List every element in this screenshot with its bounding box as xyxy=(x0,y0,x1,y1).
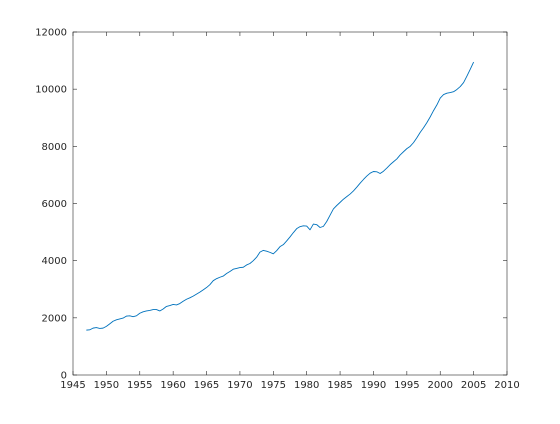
x-tick-label: 1990 xyxy=(361,380,386,391)
y-tick-label: 2000 xyxy=(42,313,67,324)
x-tick-label: 2010 xyxy=(494,380,519,391)
x-tick-label: 1970 xyxy=(227,380,252,391)
tick-marks xyxy=(72,31,508,376)
x-tick-label: 1965 xyxy=(194,380,219,391)
y-tick-labels: 0 2000 4000 6000 8000 10000 12000 xyxy=(35,28,67,382)
x-tick-label: 2000 xyxy=(428,380,453,391)
y-tick-label: 8000 xyxy=(42,142,67,153)
x-tick-label: 1980 xyxy=(294,380,319,391)
y-tick-label: 6000 xyxy=(42,199,67,210)
x-tick-label: 1950 xyxy=(94,380,119,391)
series-layer xyxy=(86,61,475,331)
y-tick-label: 4000 xyxy=(42,256,67,267)
x-tick-label: 1955 xyxy=(127,380,152,391)
y-tick-label: 10000 xyxy=(35,85,67,96)
x-tick-label: 2005 xyxy=(461,380,486,391)
x-tick-label: 1995 xyxy=(394,380,419,391)
plot-area xyxy=(73,32,507,375)
x-tick-label: 1945 xyxy=(60,380,85,391)
series-line-0 xyxy=(86,61,475,331)
x-tick-labels: 1945 1950 1955 1960 1965 1970 1975 1980 1985 1990… xyxy=(60,380,519,391)
x-tick-label: 1975 xyxy=(261,380,286,391)
y-tick-label: 12000 xyxy=(35,28,67,39)
plot-frame xyxy=(72,31,508,376)
y-tick-label: 0 xyxy=(61,371,67,382)
x-tick-label: 1960 xyxy=(160,380,185,391)
x-tick-label: 1985 xyxy=(327,380,352,391)
